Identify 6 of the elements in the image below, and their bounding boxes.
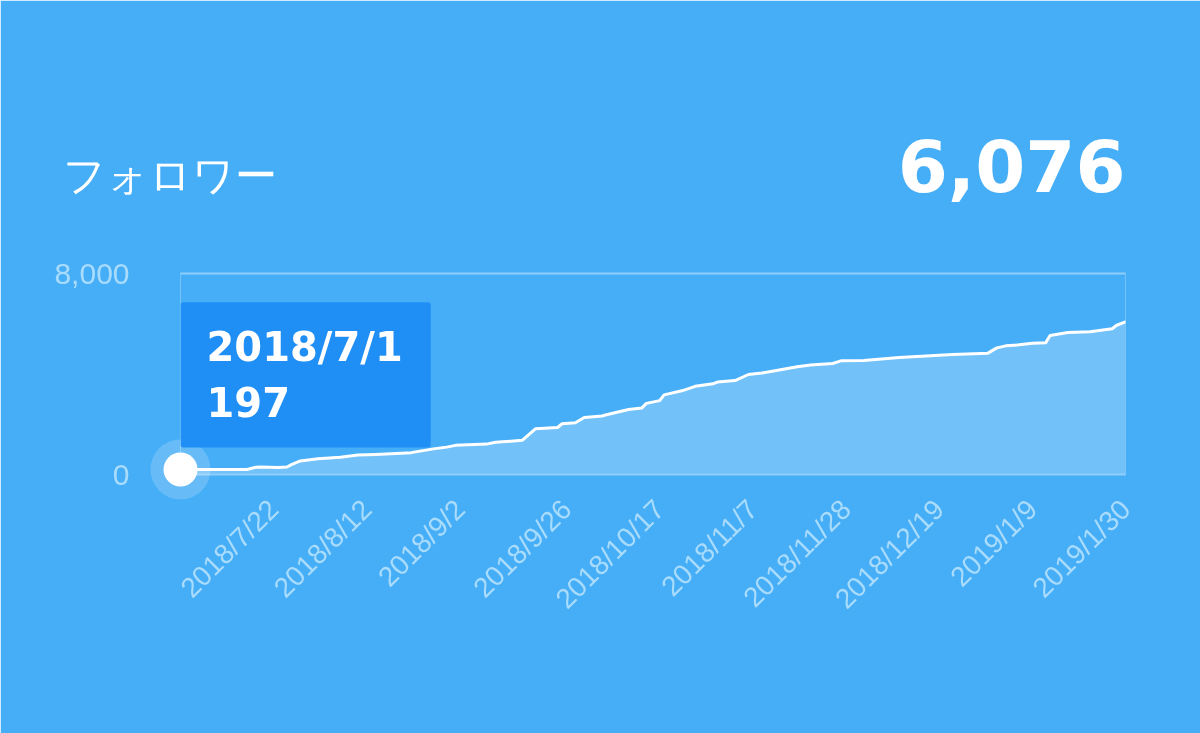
chart-title: フォロワー [62,151,277,200]
annotation: 2018/7/1 [206,324,403,371]
text: 6,076 [897,125,1126,209]
annotation: 197 [206,379,290,426]
y-tick-label: 0 [112,457,130,491]
y-tick-label: 8,000 [54,256,130,290]
